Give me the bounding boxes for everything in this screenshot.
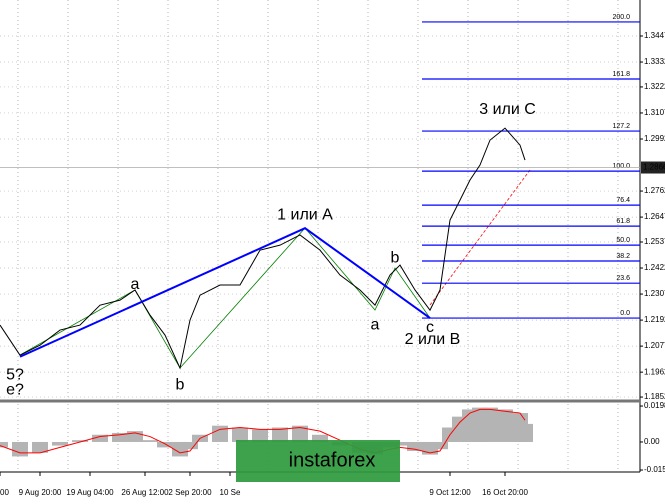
y-tick-label: 1.2762 <box>644 186 665 195</box>
osc-bar <box>312 434 328 442</box>
watermark-box <box>236 440 400 482</box>
y-tick-label: 1.3447 <box>644 31 665 40</box>
x-tick-label: 26 Aug 12:00 <box>121 488 169 497</box>
y-tick-label: 1.1962 <box>644 367 665 376</box>
wave-label: c <box>426 319 434 336</box>
y-tick-label: 1.3332 <box>644 57 665 66</box>
wave-label: 2 или B <box>405 331 461 348</box>
fib-label: 200.0 <box>612 14 630 21</box>
osc-bar <box>92 434 108 442</box>
osc-tick-label: 0.00 <box>644 437 660 446</box>
y-tick-label: 1.2307 <box>644 289 665 298</box>
fib-label: 61.8 <box>616 218 630 225</box>
osc-bar <box>142 440 158 442</box>
osc-bar <box>482 407 498 442</box>
osc-bar <box>272 427 288 442</box>
fib-label: 0.0 <box>620 310 630 317</box>
osc-bar <box>182 441 198 450</box>
fib-label: 50.0 <box>616 237 630 244</box>
y-tick-label: 1.3222 <box>644 82 665 91</box>
wave-label: 1 или A <box>277 206 333 223</box>
price-line <box>0 127 526 370</box>
x-tick-label: 2 Sep 20:00 <box>168 488 212 497</box>
osc-bar <box>12 441 28 457</box>
y-tick-label: 1.1852 <box>644 392 665 401</box>
wave-label: a <box>371 316 380 333</box>
y-tick-label: 1.2647 <box>644 212 665 221</box>
osc-bar <box>232 427 248 442</box>
fib-label: 23.6 <box>616 275 630 282</box>
x-tick-label: 10 Se <box>220 488 241 497</box>
osc-bar <box>112 432 128 442</box>
trend-line <box>429 169 531 306</box>
y-tick-label: 1.2537 <box>644 237 665 246</box>
current-price-box <box>641 161 665 174</box>
osc-bar <box>157 441 173 448</box>
y-tick-label: 1.2422 <box>644 263 665 272</box>
osc-bar <box>407 441 423 452</box>
wave-label: a <box>131 276 140 293</box>
current-price-label: 1.2866 <box>643 163 665 172</box>
wave-label: b <box>176 376 185 393</box>
fib-label: 100.0 <box>612 163 630 170</box>
y-tick-label: 1.2192 <box>644 315 665 324</box>
osc-bar <box>212 425 228 442</box>
x-tick-label: 16 Oct 20:00 <box>482 488 528 497</box>
osc-bar <box>432 441 448 450</box>
osc-bar <box>72 440 88 442</box>
x-tick-label: 9 Aug 20:00 <box>19 488 62 497</box>
watermark: instaforex <box>289 449 376 471</box>
osc-bar <box>52 441 68 446</box>
fib-label: 161.8 <box>612 71 630 78</box>
fib-label: 127.2 <box>612 123 630 130</box>
osc-tick-label: -0.01551 <box>644 465 665 474</box>
osc-bar <box>0 441 8 448</box>
wave-line <box>19 227 431 358</box>
y-tick-label: 1.3107 <box>644 108 665 117</box>
osc-bar <box>32 441 48 453</box>
fib-label: 76.4 <box>616 197 630 204</box>
osc-bar <box>497 409 513 442</box>
y-tick-label: 1.2992 <box>644 134 665 143</box>
osc-signal <box>0 408 526 454</box>
fib-label: 38.2 <box>616 253 630 260</box>
wave-label: e? <box>6 381 24 398</box>
wave-label: 3 или C <box>479 101 536 118</box>
x-tick-label: 9 Oct 12:00 <box>429 488 471 497</box>
wave-label: 5? <box>6 366 24 383</box>
osc-bar <box>292 425 308 442</box>
osc-bar <box>252 429 268 442</box>
x-tick-label: 19 Aug 04:00 <box>66 488 114 497</box>
osc-tick-label: 0.01987 <box>644 401 665 410</box>
wave-label: b <box>391 249 400 266</box>
y-tick-label: 1.2077 <box>644 341 665 350</box>
x-tick-label: 00 <box>0 488 9 497</box>
osc-bar <box>127 431 143 442</box>
osc-bar <box>517 423 533 442</box>
